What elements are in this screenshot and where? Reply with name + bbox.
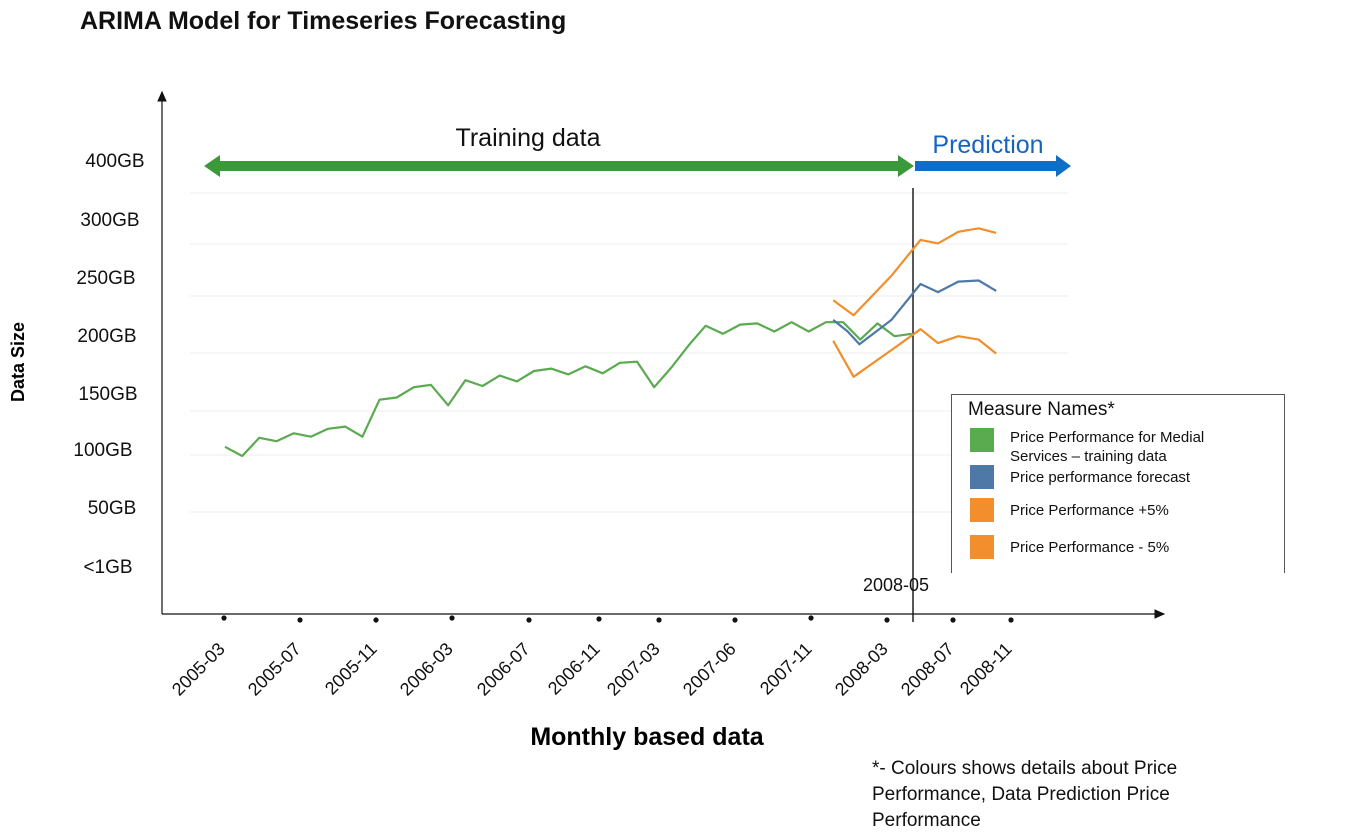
legend-item: Price performance forecast <box>970 465 1190 489</box>
y-axis-label: Data Size <box>8 322 28 402</box>
legend-item: Price Performance +5% <box>970 498 1169 522</box>
legend-swatch-forecast <box>970 465 994 489</box>
y-tick-label: 300GB <box>80 210 139 231</box>
x-tick-marker <box>449 615 455 621</box>
x-tick-label: 2006-11 <box>544 639 604 699</box>
x-tick-label: 2008-11 <box>956 639 1016 699</box>
x-tick-label: 2005-11 <box>321 639 381 699</box>
legend-label: Price Performance - 5% <box>1010 539 1170 556</box>
x-tick-label: 2007-11 <box>756 639 816 699</box>
legend-swatch-upper <box>970 498 994 522</box>
series-line-3 <box>832 328 997 378</box>
prediction-label: Prediction <box>932 131 1043 159</box>
series-line-1 <box>832 279 997 346</box>
prediction-arrow <box>915 155 1071 177</box>
legend-title: Measure Names* <box>968 399 1115 420</box>
x-tick-markers <box>221 615 1014 623</box>
y-tick-label: 250GB <box>76 268 135 289</box>
x-tick-marker <box>884 617 890 623</box>
x-tick-marker <box>221 615 227 621</box>
legend-item: Price Performance - 5% <box>970 535 1169 559</box>
training-label: Training data <box>456 124 601 152</box>
x-tick-marker <box>526 617 532 623</box>
x-tick-labels: 2005-03 2005-07 2005-11 2006-03 2006-07 2006-… <box>168 639 1016 700</box>
footnote: *- Colours shows details about Price Per… <box>872 758 1178 831</box>
x-axis-label: Monthly based data <box>530 723 764 751</box>
training-arrow <box>204 155 914 177</box>
x-tick-label: 2007-06 <box>679 639 740 700</box>
legend-swatch-lower <box>970 535 994 559</box>
y-tick-label: <1GB <box>83 557 132 578</box>
x-tick-marker <box>596 616 602 622</box>
legend-label: Price Performance +5% <box>1010 502 1169 519</box>
x-tick-label: 2005-07 <box>244 639 305 700</box>
series-line-0 <box>224 321 912 458</box>
x-tick-marker <box>732 617 738 623</box>
y-tick-label: 100GB <box>73 440 132 461</box>
split-date-label: 2008-05 <box>863 575 930 595</box>
x-tick-label: 2007-03 <box>603 639 664 700</box>
legend: Measure Names* Price Performance for Med… <box>951 394 1285 573</box>
chart-title: ARIMA Model for Timeseries Forecasting <box>80 7 567 35</box>
legend-label: Price performance forecast <box>1010 469 1191 486</box>
legend-label: Price Performance for Medial Services – … <box>1010 429 1205 465</box>
x-tick-marker <box>808 615 814 621</box>
y-tick-label: 150GB <box>78 384 137 405</box>
x-tick-label: 2008-03 <box>831 639 892 700</box>
x-tick-label: 2006-03 <box>396 639 457 700</box>
legend-swatch-training <box>970 428 994 452</box>
x-tick-label: 2008-07 <box>897 639 958 700</box>
legend-item: Price Performance for Medial Services – … <box>970 428 1240 466</box>
x-tick-marker <box>373 617 379 623</box>
y-tick-label: 50GB <box>88 498 137 519</box>
x-tick-label: 2006-07 <box>473 639 534 700</box>
y-tick-label: 400GB <box>85 151 144 172</box>
x-tick-marker <box>297 617 303 623</box>
series-group <box>224 227 997 458</box>
y-tick-label: 200GB <box>77 326 136 347</box>
x-tick-marker <box>656 617 662 623</box>
x-tick-marker <box>950 617 956 623</box>
series-line-2 <box>832 227 997 317</box>
x-tick-label: 2005-03 <box>168 639 229 700</box>
x-tick-marker <box>1008 617 1014 623</box>
gridlines <box>190 192 1068 513</box>
y-tick-labels: <1GB 50GB 100GB 150GB 200GB 250GB 300GB 400GB <box>73 151 144 578</box>
